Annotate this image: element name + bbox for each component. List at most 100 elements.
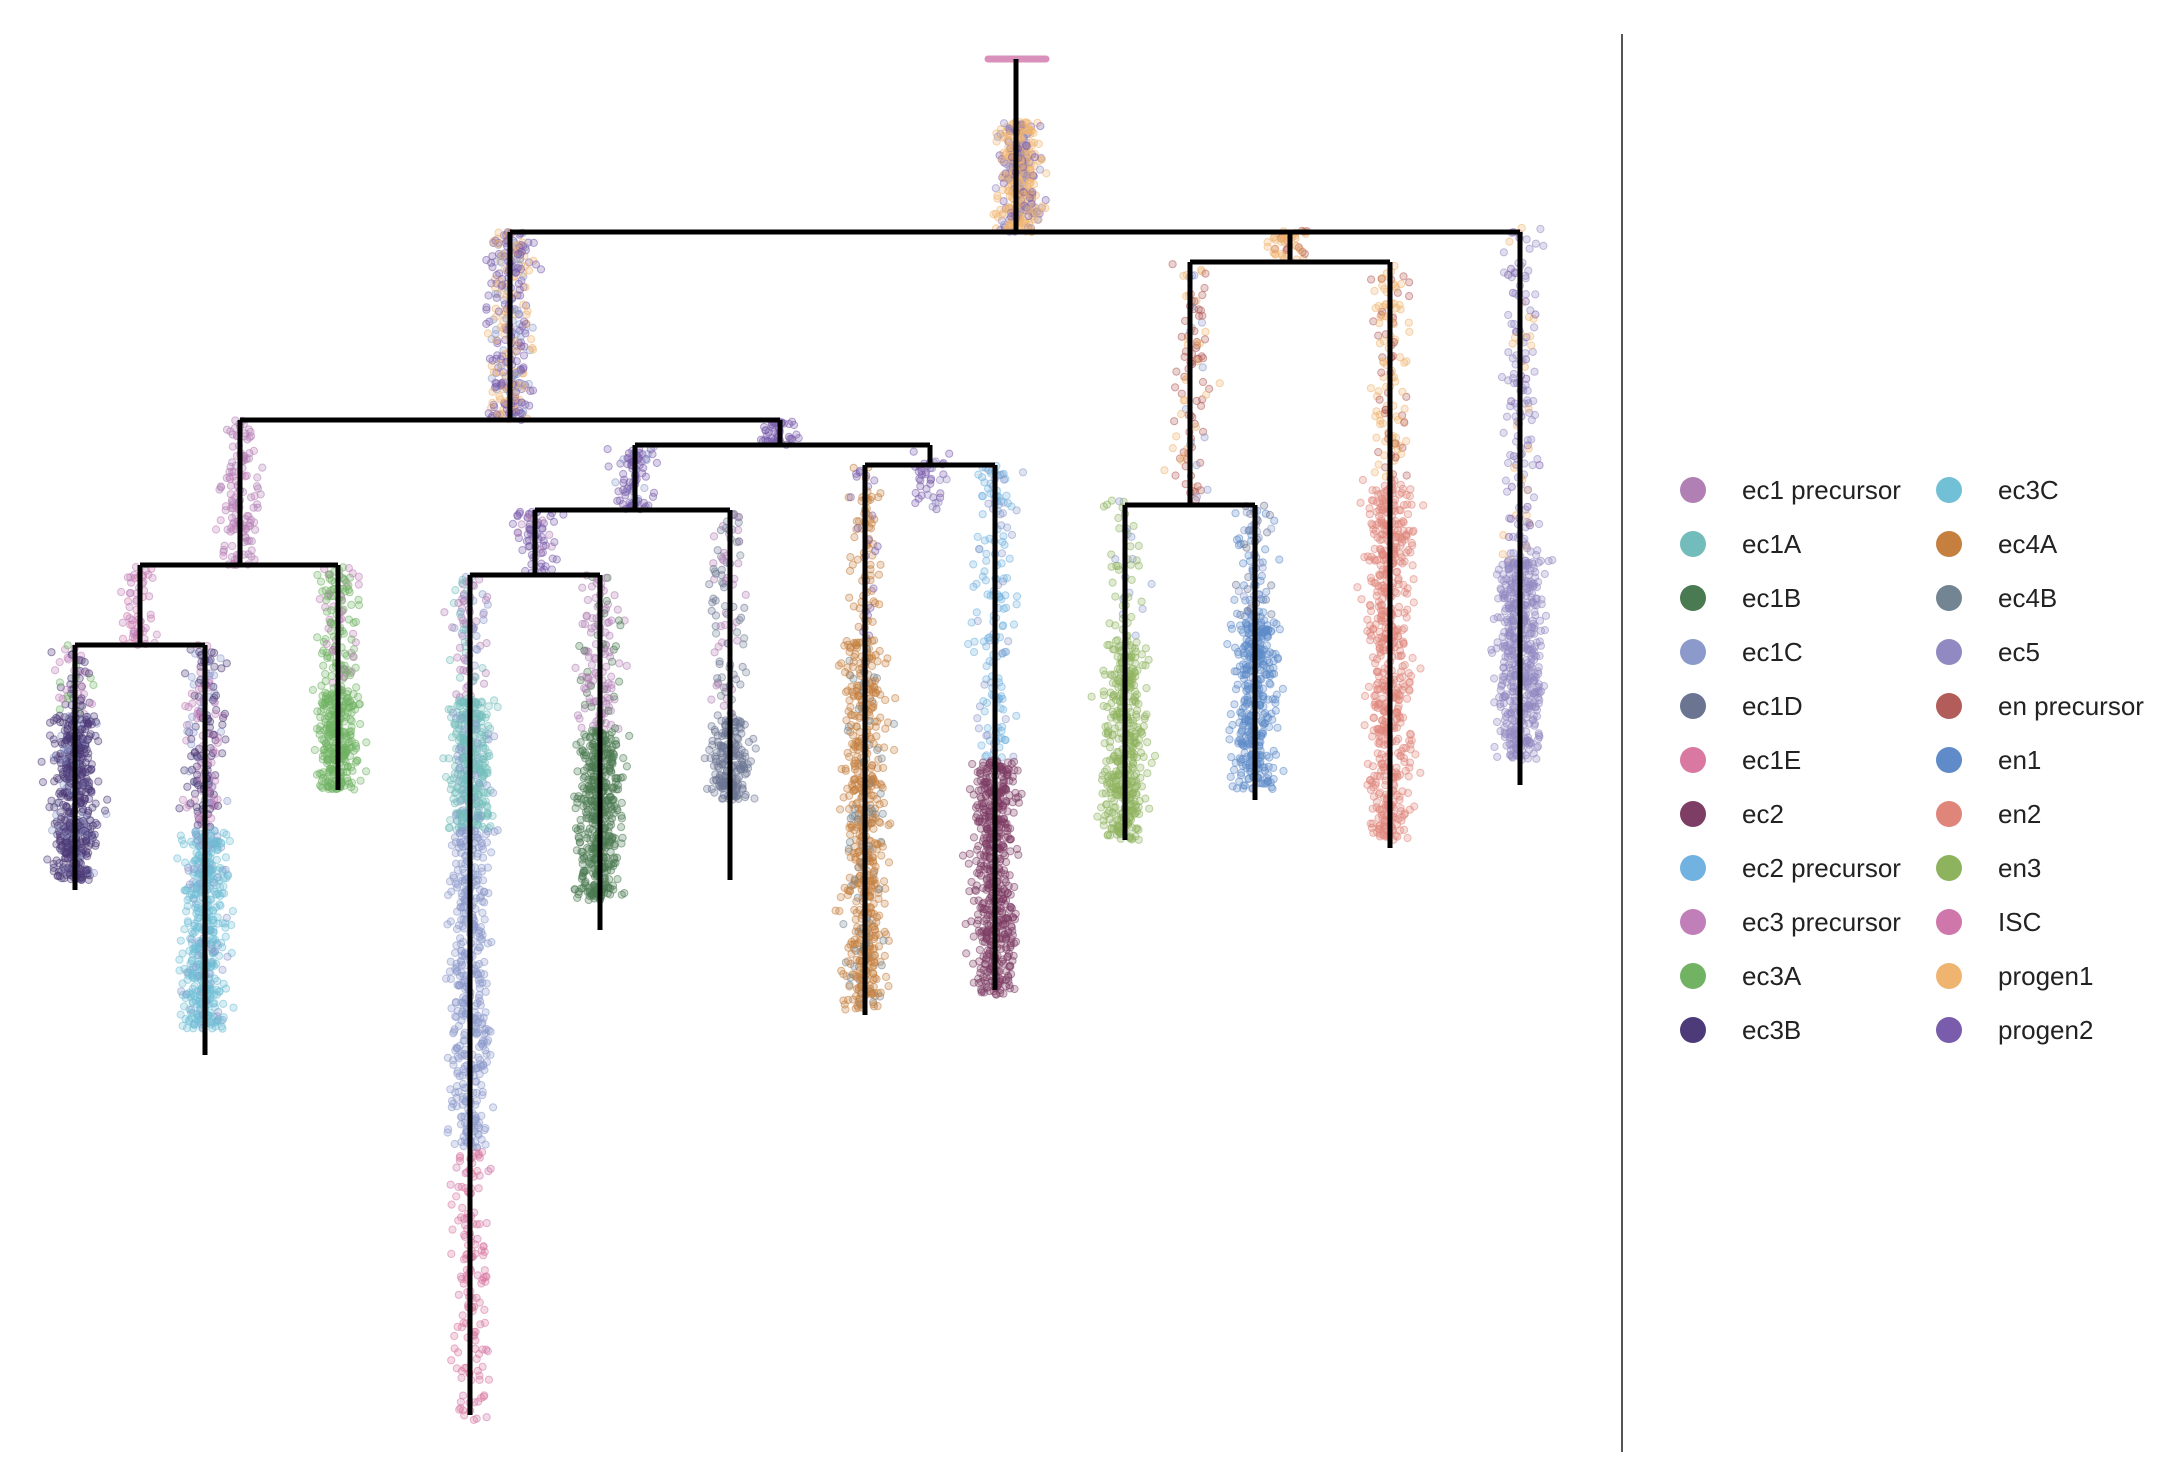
- cell-point: [1030, 153, 1040, 162]
- cell-point: [709, 532, 719, 541]
- cell-point: [193, 957, 203, 966]
- cell-point: [313, 570, 322, 580]
- cell-point: [61, 774, 70, 783]
- cell-point: [130, 574, 139, 583]
- cell-point: [1036, 122, 1045, 131]
- cell-point: [482, 979, 491, 988]
- cell-point: [187, 765, 197, 774]
- cell-point: [354, 692, 363, 702]
- cell-point: [607, 672, 616, 681]
- cell-point: [715, 657, 724, 666]
- cell-point: [479, 615, 488, 625]
- cell-point: [352, 683, 361, 692]
- cell-point: [230, 424, 239, 433]
- cell-point: [621, 491, 630, 500]
- cell-point: [992, 137, 1001, 146]
- cell-point: [453, 783, 462, 792]
- cell-point: [500, 265, 509, 274]
- cell-point: [615, 677, 624, 686]
- cell-point: [483, 863, 492, 872]
- cell-point: [180, 886, 189, 895]
- cell-point: [78, 816, 88, 826]
- cell-point: [118, 618, 127, 627]
- cell-point: [734, 559, 743, 568]
- cell-point: [620, 475, 629, 484]
- cell-point: [93, 820, 102, 830]
- cell-point: [526, 386, 535, 396]
- cell-point: [43, 855, 52, 864]
- cell-point: [733, 636, 742, 645]
- cell-point: [711, 596, 720, 605]
- cell-point: [173, 854, 182, 863]
- cell-point: [176, 831, 185, 840]
- cell-point: [1034, 208, 1043, 217]
- cell-point: [720, 781, 729, 790]
- cell-point: [185, 880, 194, 889]
- cell-point: [212, 881, 221, 890]
- cell-point: [448, 733, 457, 742]
- cell-point: [580, 700, 590, 710]
- cell-point: [459, 1279, 468, 1288]
- cell-point: [313, 633, 322, 642]
- cell-point: [450, 1331, 459, 1341]
- cell-point: [589, 849, 598, 858]
- cell-point: [477, 1111, 486, 1121]
- cell-point: [317, 782, 326, 791]
- cell-point: [317, 649, 327, 658]
- cell-point: [457, 1009, 466, 1018]
- cell-point: [1024, 205, 1033, 214]
- cell-point: [578, 872, 587, 881]
- cell-point: [845, 593, 854, 602]
- cell-point: [449, 1029, 458, 1038]
- cell-point: [216, 901, 225, 910]
- cell-point: [322, 639, 331, 649]
- cell-point: [208, 866, 217, 875]
- cell-point: [117, 587, 126, 597]
- cell-point: [340, 665, 349, 674]
- cell-point: [456, 811, 465, 821]
- cell-point: [870, 476, 879, 485]
- cell-point: [577, 847, 586, 856]
- cell-point: [447, 1004, 456, 1013]
- cell-point: [648, 450, 657, 459]
- cell-point: [87, 765, 96, 774]
- cell-point: [206, 804, 215, 814]
- cell-point: [520, 317, 529, 326]
- cell-point: [516, 264, 526, 274]
- cell-point: [617, 839, 626, 848]
- cell-point: [494, 240, 503, 249]
- cell-point: [321, 586, 330, 595]
- cell-point: [492, 293, 501, 302]
- cell-point: [652, 458, 662, 467]
- cell-point: [443, 920, 452, 929]
- cell-point: [253, 473, 262, 482]
- cell-point: [38, 778, 48, 787]
- cell-point: [612, 853, 622, 862]
- cell-point: [215, 485, 224, 494]
- cell-point: [762, 431, 771, 440]
- cell-point: [473, 1271, 482, 1280]
- cell-point: [945, 449, 954, 458]
- cell-point: [83, 852, 92, 861]
- cell-point: [1042, 169, 1051, 178]
- cell-point: [489, 368, 498, 377]
- cell-point: [482, 781, 491, 790]
- cell-point: [319, 661, 328, 670]
- cell-point: [362, 767, 371, 776]
- cell-point: [617, 811, 626, 820]
- cell-point: [228, 541, 237, 551]
- cell-point: [207, 814, 216, 823]
- cell-point: [52, 811, 61, 820]
- cell-point: [601, 573, 611, 583]
- cell-point: [733, 716, 743, 725]
- cell-point: [471, 1022, 480, 1031]
- cell-point: [187, 672, 196, 682]
- cell-point: [447, 1103, 456, 1112]
- cell-point: [481, 1277, 490, 1286]
- cell-point: [714, 642, 723, 651]
- cell-point: [519, 351, 529, 360]
- cell-point: [508, 519, 518, 529]
- cell-point: [493, 702, 502, 712]
- cell-point: [515, 285, 524, 294]
- cell-point: [552, 555, 561, 564]
